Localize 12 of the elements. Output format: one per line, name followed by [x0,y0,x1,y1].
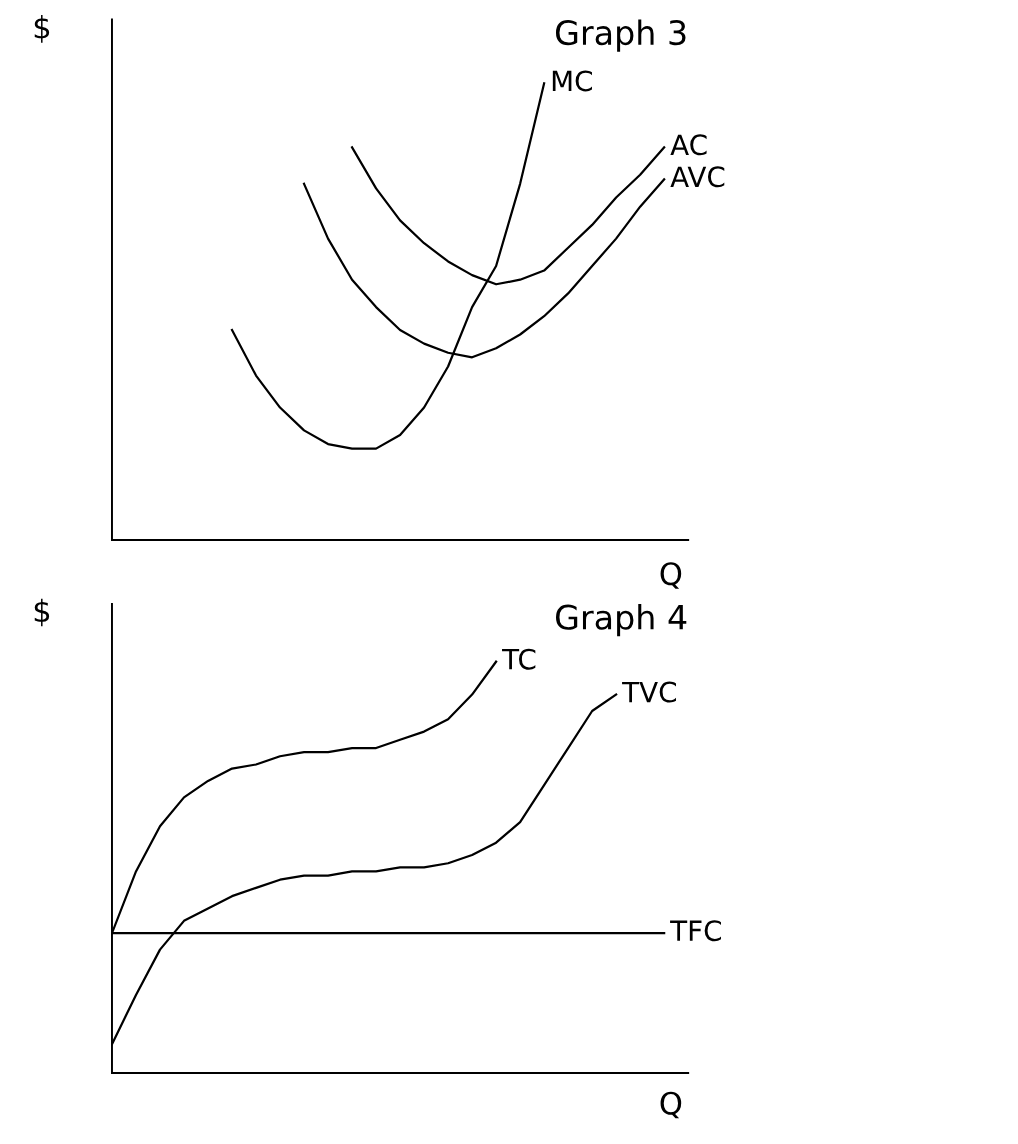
series-label: TC [502,648,536,670]
series-label: AVC [670,166,725,188]
series-label: TVC [622,681,677,703]
series-label: MC [552,70,592,92]
chart-title: Graph 4 [555,604,687,637]
chart-title: Graph 3 [555,19,686,52]
x-axis-title: Q [660,1091,682,1119]
series-label: AC [670,134,707,156]
y-axis-title: $ [34,15,50,43]
x-axis-title: Q [660,562,682,589]
series-label: TFC [670,920,721,942]
y-axis-title: $ [34,598,50,627]
